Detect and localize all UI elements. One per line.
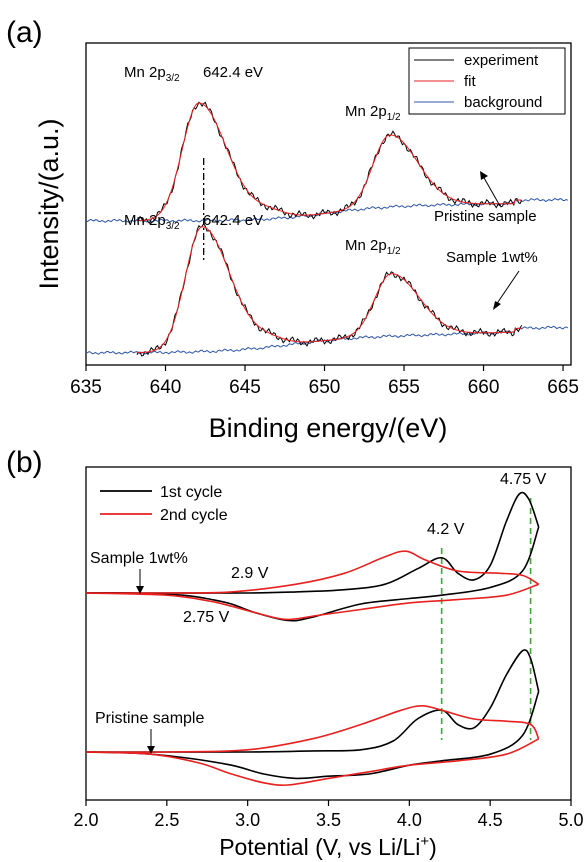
panel-a-annotation-energy-bottom: 642.4 eV bbox=[203, 212, 263, 229]
legend-1st-cycle-label: 1st cycle bbox=[160, 484, 222, 501]
panel-a-curves bbox=[85, 101, 569, 357]
panel-a-x-tick-label: 645 bbox=[229, 377, 261, 398]
legend-2nd-cycle-label: 2nd cycle bbox=[160, 507, 228, 524]
panel-a-x-axis-label: Binding energy/(eV) bbox=[209, 413, 448, 443]
panel-b-annotation-pristine: Pristine sample bbox=[95, 710, 204, 727]
panel-b-x-axis-label-main: Potential (V, vs Li/Li bbox=[219, 834, 420, 860]
annotation-subscript: 1/2 bbox=[387, 246, 401, 257]
panel-b-pristine-1st-cathodic-curve bbox=[85, 691, 540, 780]
panel-a-annotation-mn2p32-top: Mn 2p3/2 bbox=[124, 64, 180, 84]
svg-text:Mn 2p1/2: Mn 2p1/2 bbox=[345, 237, 401, 257]
panel-b-pristine-1st-anodic-curve bbox=[86, 649, 540, 753]
panel-b-pristine-2nd-cathodic-curve bbox=[85, 738, 540, 787]
panel-b-sample-2nd-anodic-curve bbox=[85, 550, 540, 594]
panel-b-annotation-2-9v: 2.9 V bbox=[231, 565, 269, 582]
panel-a-annotation-mn2p12-top: Mn 2p1/2 bbox=[345, 103, 401, 123]
panel-a-annotation-sample: Sample 1wt% bbox=[446, 249, 538, 266]
annotation-mn-label: Mn 2p bbox=[345, 237, 387, 254]
panel-b-x-axis-label-end: ) bbox=[429, 834, 437, 860]
annotation-mn-label: Mn 2p bbox=[124, 212, 166, 229]
panel-b-arrowhead-sample bbox=[136, 586, 144, 594]
panel-b: (b) 2.0 2.5 3.0 3.5 4.0 4.5 5.0 Potential (V, … bbox=[6, 446, 584, 860]
panel-b-annotation-4-2v: 4.2 V bbox=[427, 521, 465, 538]
panel-a-x-tick-label: 655 bbox=[388, 377, 420, 398]
panel-b-reference-lines bbox=[440, 498, 532, 740]
legend-experiment-label: experiment bbox=[464, 52, 539, 69]
panel-b-label: (b) bbox=[6, 446, 43, 479]
panel-a-fit-curve bbox=[136, 226, 522, 353]
panel-a: (a) 635 640 645 650 655 660 665 Binding energy… bbox=[6, 16, 579, 443]
panel-a-y-axis-label: Intensity/(a.u.) bbox=[34, 118, 64, 289]
svg-text:Mn 2p3/2: Mn 2p3/2 bbox=[124, 64, 180, 84]
panel-b-annotation-2-75v: 2.75 V bbox=[183, 609, 230, 626]
panel-a-annotation-mn2p32-bottom: Mn 2p3/2 bbox=[124, 212, 180, 232]
panel-b-x-tick-label: 3.0 bbox=[235, 810, 260, 830]
panel-b-sample-1st-anodic-curve bbox=[86, 491, 540, 594]
panel-b-x-axis: 2.0 2.5 3.0 3.5 4.0 4.5 5.0 bbox=[73, 800, 584, 830]
legend-fit-label: fit bbox=[464, 73, 477, 90]
panel-b-sample-2nd-cathodic-curve bbox=[85, 583, 539, 621]
annotation-mn-label: Mn 2p bbox=[345, 103, 387, 120]
panel-a-x-tick-label: 650 bbox=[309, 377, 341, 398]
panel-b-x-tick-label: 3.5 bbox=[316, 810, 341, 830]
panel-a-x-tick-label: 660 bbox=[468, 377, 500, 398]
panel-b-curves bbox=[85, 491, 540, 787]
panel-a-experiment-curve bbox=[136, 101, 523, 224]
panel-a-x-tick-label: 640 bbox=[150, 377, 182, 398]
annotation-mn-label: Mn 2p bbox=[124, 64, 166, 81]
panel-a-x-tick-label: 665 bbox=[547, 377, 579, 398]
panel-a-x-axis: 635 640 645 650 655 660 665 bbox=[70, 365, 579, 398]
panel-b-x-tick-label: 2.5 bbox=[154, 810, 179, 830]
panel-b-sample-1st-cathodic-curve bbox=[85, 526, 540, 622]
panel-b-x-axis-label-sup: + bbox=[420, 833, 429, 850]
panel-a-arrowhead-pristine bbox=[480, 171, 488, 180]
panel-a-annotation-mn2p12-bottom: Mn 2p1/2 bbox=[345, 237, 401, 257]
annotation-subscript: 1/2 bbox=[387, 112, 401, 123]
panel-a-annotation-pristine: Pristine sample bbox=[434, 208, 537, 225]
panel-a-x-tick-label: 635 bbox=[70, 377, 102, 398]
panel-b-x-tick-label: 2.0 bbox=[73, 810, 98, 830]
panel-b-x-axis-label: Potential (V, vs Li/Li+) bbox=[219, 833, 437, 860]
svg-text:Mn 2p1/2: Mn 2p1/2 bbox=[345, 103, 401, 123]
panel-a-label: (a) bbox=[6, 16, 43, 49]
panel-b-x-tick-label: 4.5 bbox=[478, 810, 503, 830]
panel-b-annotation-sample: Sample 1wt% bbox=[90, 550, 188, 567]
panel-b-arrowhead-pristine bbox=[147, 746, 155, 754]
panel-b-x-tick-label: 4.0 bbox=[397, 810, 422, 830]
panel-b-annotation-4-75v: 4.75 V bbox=[500, 471, 547, 488]
svg-text:Mn 2p3/2: Mn 2p3/2 bbox=[124, 212, 180, 232]
panel-a-arrow-sample bbox=[495, 270, 520, 306]
panel-a-legend: experiment fit background bbox=[408, 47, 566, 115]
legend-background-label: background bbox=[464, 94, 542, 111]
panel-a-fit-curve bbox=[136, 102, 522, 222]
panel-a-plot-frame bbox=[85, 42, 572, 366]
panel-a-arrowhead-sample bbox=[493, 301, 501, 310]
annotation-subscript: 3/2 bbox=[166, 73, 180, 84]
panel-b-legend: 1st cycle 2nd cycle bbox=[100, 484, 228, 524]
panel-b-pristine-2nd-anodic-curve bbox=[85, 704, 540, 753]
panel-a-annotation-energy-top: 642.4 eV bbox=[203, 64, 263, 81]
annotation-subscript: 3/2 bbox=[166, 221, 180, 232]
panel-b-x-tick-label: 5.0 bbox=[558, 810, 583, 830]
panel-a-experiment-curve bbox=[136, 222, 523, 357]
panel-a-arrow-pristine bbox=[482, 175, 501, 207]
